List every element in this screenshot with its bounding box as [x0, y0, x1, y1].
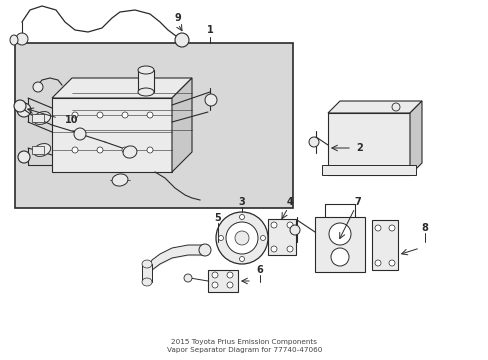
Text: 10: 10 [65, 115, 79, 125]
Ellipse shape [122, 112, 128, 118]
Bar [52, 98, 172, 172]
Ellipse shape [239, 215, 244, 220]
Ellipse shape [286, 246, 292, 252]
Ellipse shape [72, 147, 78, 153]
Ellipse shape [204, 94, 217, 106]
Ellipse shape [147, 147, 153, 153]
Text: 1: 1 [206, 25, 213, 35]
Ellipse shape [212, 282, 218, 288]
Bar [327, 113, 409, 175]
Ellipse shape [97, 112, 103, 118]
Bar [321, 165, 415, 175]
Bar [371, 220, 397, 270]
Text: 5: 5 [214, 213, 221, 223]
Ellipse shape [33, 144, 51, 157]
Ellipse shape [328, 223, 350, 245]
Ellipse shape [18, 151, 30, 163]
Text: Vapor Separator Diagram for 77740-47060: Vapor Separator Diagram for 77740-47060 [166, 347, 322, 353]
Ellipse shape [112, 174, 128, 186]
Polygon shape [52, 78, 192, 98]
Bar [138, 70, 154, 92]
Bar [32, 146, 44, 154]
Ellipse shape [260, 235, 265, 240]
Ellipse shape [289, 225, 299, 235]
Ellipse shape [270, 246, 276, 252]
Bar [32, 114, 44, 122]
Bar [267, 219, 295, 255]
Ellipse shape [218, 235, 223, 240]
Ellipse shape [226, 272, 232, 278]
Text: 2015 Toyota Prius Emission Components: 2015 Toyota Prius Emission Components [171, 339, 317, 345]
Ellipse shape [17, 103, 31, 117]
Ellipse shape [225, 222, 258, 254]
Ellipse shape [147, 112, 153, 118]
Ellipse shape [212, 272, 218, 278]
Ellipse shape [391, 103, 399, 111]
Ellipse shape [16, 33, 28, 45]
Ellipse shape [330, 248, 348, 266]
Polygon shape [172, 78, 192, 172]
Ellipse shape [388, 260, 394, 266]
Ellipse shape [138, 66, 154, 74]
Ellipse shape [142, 278, 152, 286]
Ellipse shape [216, 212, 267, 264]
Ellipse shape [226, 282, 232, 288]
Ellipse shape [374, 260, 380, 266]
Ellipse shape [286, 222, 292, 228]
Ellipse shape [183, 274, 192, 282]
Bar [142, 264, 152, 282]
Polygon shape [409, 101, 421, 175]
Text: 9: 9 [174, 13, 181, 23]
Ellipse shape [123, 146, 137, 158]
Ellipse shape [74, 128, 86, 140]
Ellipse shape [199, 244, 210, 256]
Ellipse shape [72, 112, 78, 118]
Ellipse shape [33, 112, 51, 125]
Ellipse shape [374, 225, 380, 231]
Bar [314, 217, 364, 272]
Text: 8: 8 [421, 223, 427, 233]
Ellipse shape [308, 137, 318, 147]
Text: 4: 4 [286, 197, 293, 207]
Polygon shape [327, 101, 421, 113]
Ellipse shape [14, 100, 26, 112]
Ellipse shape [175, 33, 189, 47]
Ellipse shape [33, 82, 43, 92]
Ellipse shape [270, 222, 276, 228]
Ellipse shape [138, 88, 154, 96]
Text: 2: 2 [356, 143, 363, 153]
Ellipse shape [97, 147, 103, 153]
Ellipse shape [235, 231, 248, 245]
Ellipse shape [388, 225, 394, 231]
Ellipse shape [10, 35, 18, 45]
Text: 6: 6 [256, 265, 263, 275]
Ellipse shape [122, 147, 128, 153]
Text: 3: 3 [238, 197, 245, 207]
Ellipse shape [239, 256, 244, 261]
Bar [15, 43, 292, 208]
Ellipse shape [142, 260, 152, 268]
Bar [207, 270, 238, 292]
Text: 7: 7 [354, 197, 361, 207]
